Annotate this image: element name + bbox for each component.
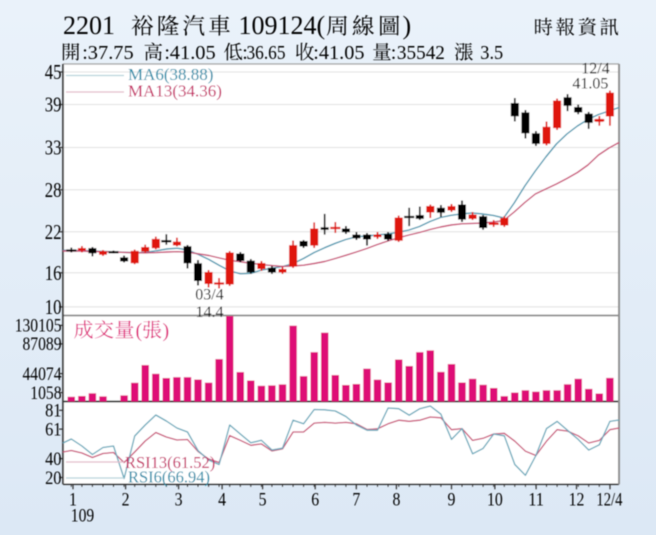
svg-text:20: 20 [45, 468, 61, 489]
svg-text:2: 2 [122, 489, 130, 510]
svg-text:40: 40 [45, 449, 61, 470]
svg-text:16: 16 [45, 261, 62, 285]
svg-text:22: 22 [45, 220, 62, 244]
svg-text:9: 9 [448, 489, 456, 510]
svg-text::: : [313, 42, 319, 64]
svg-text:41.05: 41.05 [319, 42, 365, 64]
svg-text:3: 3 [175, 489, 183, 510]
svg-text::: : [242, 42, 248, 64]
svg-text:(: ( [136, 320, 143, 342]
svg-text:3.5: 3.5 [480, 42, 503, 64]
svg-text:28: 28 [45, 178, 62, 202]
svg-text:RSI6(66.94): RSI6(66.94) [128, 467, 210, 486]
svg-text:45: 45 [45, 60, 62, 84]
svg-text:03/4: 03/4 [195, 286, 223, 303]
svg-text:37.75: 37.75 [88, 42, 134, 64]
svg-text:87089: 87089 [23, 334, 62, 355]
svg-text::: : [391, 42, 397, 64]
svg-text:4: 4 [218, 489, 226, 510]
svg-text:5: 5 [259, 489, 267, 510]
svg-text:41.05: 41.05 [170, 42, 216, 64]
svg-text:10: 10 [45, 295, 62, 319]
svg-text:61: 61 [45, 419, 61, 440]
svg-text:14.4: 14.4 [196, 304, 224, 321]
svg-text:1058: 1058 [30, 383, 61, 404]
svg-text::: : [164, 42, 170, 64]
svg-text:2201: 2201 [63, 11, 115, 40]
svg-text:6: 6 [311, 489, 319, 510]
svg-text:39: 39 [45, 93, 62, 117]
svg-text:81: 81 [45, 401, 61, 422]
svg-text:35542: 35542 [397, 42, 445, 64]
svg-text:130105: 130105 [15, 316, 62, 337]
svg-text:): ) [163, 320, 170, 342]
svg-text:12: 12 [569, 489, 585, 510]
svg-text:MA13(34.36): MA13(34.36) [128, 82, 222, 101]
svg-text::: : [82, 42, 88, 64]
svg-text:41.05: 41.05 [572, 75, 608, 92]
svg-text:44074: 44074 [23, 364, 62, 385]
svg-text:33: 33 [45, 136, 62, 160]
svg-text:11: 11 [528, 489, 544, 510]
svg-text:MA6(38.88): MA6(38.88) [128, 65, 213, 84]
svg-text:RSI13(61.52): RSI13(61.52) [125, 453, 215, 472]
svg-text:36.65: 36.65 [247, 42, 286, 64]
svg-text:1: 1 [69, 489, 77, 510]
svg-text:10: 10 [487, 489, 503, 510]
svg-text:12/4: 12/4 [581, 60, 609, 77]
svg-text:109124(: 109124( [239, 11, 326, 40]
svg-text:8: 8 [392, 489, 400, 510]
svg-text:): ) [403, 11, 412, 40]
svg-text:7: 7 [352, 489, 360, 510]
svg-text:109: 109 [71, 506, 94, 527]
svg-text:12/4: 12/4 [596, 489, 622, 510]
